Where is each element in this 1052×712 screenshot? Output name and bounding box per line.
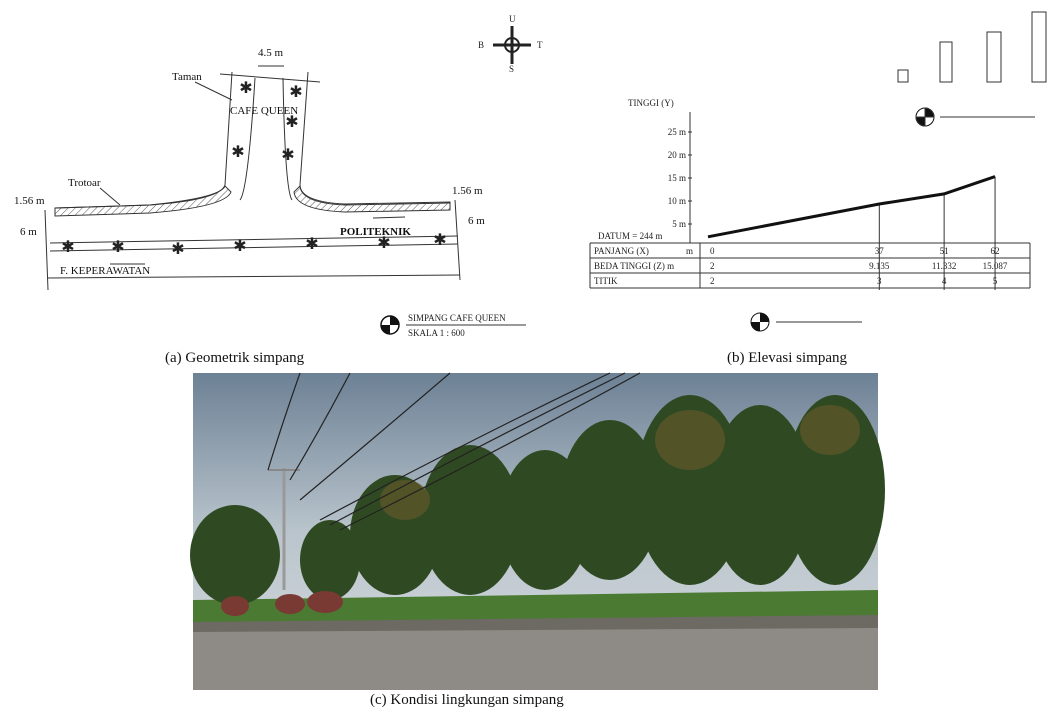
direction-arrow	[373, 217, 405, 218]
table-cell: 2	[710, 276, 715, 286]
compass-label: T	[537, 40, 543, 50]
table-cell: 11.332	[932, 261, 956, 271]
road-edge	[300, 72, 450, 205]
leader	[100, 188, 120, 205]
road-end	[455, 200, 460, 280]
svg-text:✱: ✱	[111, 237, 124, 256]
road-end	[45, 210, 48, 290]
svg-text:✱: ✱	[433, 230, 446, 249]
table-cell: 2	[710, 261, 715, 271]
y-label: 20 m	[668, 150, 686, 160]
svg-text:✱: ✱	[239, 78, 252, 97]
row-label: PANJANG (X)	[594, 246, 649, 256]
table-cell: 0	[710, 246, 715, 256]
label: Taman	[172, 71, 202, 83]
road-name: POLITEKNIK	[340, 226, 411, 238]
svg-text:✱: ✱	[289, 82, 302, 101]
svg-text:✱: ✱	[61, 237, 74, 256]
svg-text:✱: ✱	[231, 142, 244, 161]
svg-text:✱: ✱	[171, 239, 184, 258]
sidewalk	[294, 186, 450, 212]
road-end	[220, 74, 320, 82]
scale-legend: SIMPANG CAFE QUEEN SKALA 1 : 600	[381, 313, 526, 338]
panel-a: ✱✱✱✱✱ ✱✱✱✱✱✱✱ 4.5 m Taman CAFE QUEEN Tro…	[14, 14, 543, 366]
compass: U B T S	[478, 14, 543, 74]
compass-label: B	[478, 40, 484, 50]
scale-legend	[751, 313, 862, 331]
sidewalk	[55, 186, 231, 216]
table-cell: 62	[991, 246, 1000, 256]
svg-text:✱: ✱	[281, 145, 294, 164]
legend-scale: SKALA 1 : 600	[408, 328, 465, 338]
classification-icons	[898, 12, 1046, 126]
caption: (c) Kondisi lingkungan simpang	[370, 692, 564, 708]
road-name: F. KEPERAWATAN	[60, 265, 150, 277]
dimension-label: 1.56 m	[452, 185, 483, 197]
dimension-label: 6 m	[468, 215, 485, 227]
row-label: TITIK	[594, 276, 618, 286]
y-label: 10 m	[668, 196, 686, 206]
row-label: BEDA TINGGI (Z) m	[594, 261, 674, 271]
y-label: 15 m	[668, 173, 686, 183]
dimension-label: 6 m	[20, 226, 37, 238]
dimension-label: 4.5 m	[258, 47, 284, 59]
legend-title: SIMPANG CAFE QUEEN	[408, 313, 506, 323]
leader	[195, 82, 232, 100]
svg-text:✱: ✱	[305, 234, 318, 253]
panel-b: TINGGI (Y) DATUM = 244 m (b) Elevasi sim…	[590, 12, 1046, 366]
table-cell: 9.135	[869, 261, 890, 271]
photo	[190, 373, 885, 690]
compass-label: S	[509, 64, 514, 74]
table-cell: 3	[877, 276, 882, 286]
svg-text:✱: ✱	[233, 236, 246, 255]
table-cell: 15.087	[983, 261, 1008, 271]
table-cell: 4	[942, 276, 947, 286]
table-cell: 51	[940, 246, 949, 256]
figure: ✱✱✱✱✱ ✱✱✱✱✱✱✱ 4.5 m Taman CAFE QUEEN Tro…	[0, 0, 1052, 712]
dimension-label: 1.56 m	[14, 195, 45, 207]
axis-title: TINGGI (Y)	[628, 98, 674, 108]
label: Trotoar	[68, 177, 101, 189]
table-cell: 37	[875, 246, 885, 256]
caption: (a) Geometrik simpang	[165, 350, 305, 366]
unit: m	[686, 246, 693, 256]
table-cell: 5	[993, 276, 998, 286]
caption: (b) Elevasi simpang	[727, 350, 847, 366]
compass-label: U	[509, 14, 516, 24]
label: CAFE QUEEN	[230, 105, 298, 117]
datum: DATUM = 244 m	[598, 231, 662, 241]
y-label: 5 m	[672, 219, 686, 229]
profile-line	[708, 177, 995, 237]
y-label: 25 m	[668, 127, 686, 137]
